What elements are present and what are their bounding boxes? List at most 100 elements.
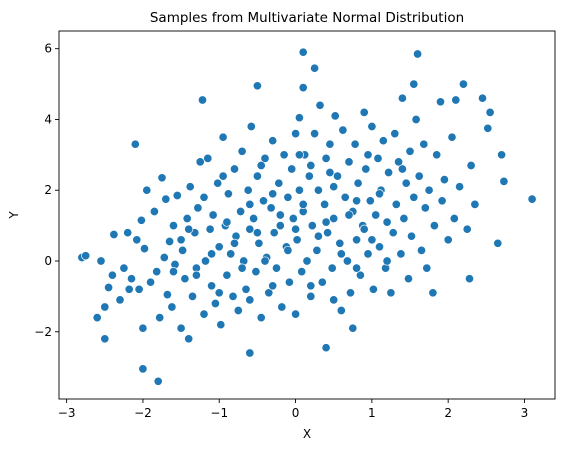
data-point	[306, 281, 316, 291]
data-point	[81, 251, 91, 261]
data-point	[403, 274, 414, 284]
y-axis-ticks: −2 0 2 4 6	[34, 42, 59, 339]
data-point	[361, 164, 371, 174]
data-point	[275, 221, 285, 231]
data-point	[153, 376, 163, 386]
data-point	[149, 206, 159, 217]
data-point	[306, 160, 316, 171]
data-point	[207, 249, 217, 259]
x-tick-label: −1	[210, 406, 228, 420]
data-point	[340, 192, 350, 202]
data-point	[367, 121, 377, 132]
data-point	[382, 217, 392, 227]
data-point	[382, 256, 392, 266]
data-point	[233, 305, 243, 316]
data-point	[107, 270, 117, 280]
data-point	[222, 217, 232, 227]
data-point	[458, 79, 468, 89]
data-point	[345, 288, 356, 298]
data-point	[304, 171, 314, 181]
data-point	[256, 160, 266, 171]
data-point	[428, 288, 438, 298]
data-point	[191, 270, 201, 280]
data-point	[464, 274, 475, 284]
y-tick-label: 2	[44, 183, 52, 197]
data-point	[352, 263, 362, 273]
data-point	[167, 302, 177, 312]
data-point	[222, 270, 232, 280]
data-point	[338, 125, 348, 135]
data-point	[207, 281, 217, 291]
data-point	[386, 288, 396, 298]
data-point	[371, 210, 381, 220]
data-point	[275, 210, 285, 220]
data-point	[396, 249, 406, 259]
data-point	[138, 323, 148, 333]
data-point	[109, 229, 119, 240]
data-point	[409, 79, 419, 89]
plot-frame	[58, 30, 556, 400]
data-point	[348, 323, 358, 333]
data-point	[152, 267, 162, 277]
data-point	[397, 164, 407, 174]
data-point	[422, 263, 432, 273]
data-point	[327, 263, 337, 273]
data-point	[313, 231, 323, 241]
data-point	[367, 235, 377, 245]
data-point	[493, 238, 503, 248]
data-point	[159, 252, 169, 263]
data-point	[451, 95, 461, 105]
x-tick-label: 0	[292, 406, 300, 420]
data-point	[416, 245, 427, 255]
data-point	[185, 182, 195, 192]
data-point	[178, 245, 188, 255]
data-point	[447, 132, 457, 142]
data-point	[197, 95, 208, 105]
data-point	[184, 224, 194, 234]
x-tick-label: −3	[58, 406, 76, 420]
x-tick-label: 3	[521, 406, 529, 420]
data-point	[378, 136, 388, 146]
data-point	[199, 192, 209, 202]
data-point	[223, 189, 233, 199]
data-point	[359, 224, 369, 234]
data-point	[329, 213, 339, 224]
data-point	[279, 150, 289, 160]
data-point	[124, 284, 134, 294]
data-point	[291, 129, 301, 139]
data-point	[254, 238, 264, 248]
data-point	[214, 242, 224, 252]
data-point	[353, 178, 363, 188]
data-point	[245, 348, 255, 358]
data-point	[277, 302, 287, 312]
data-point	[246, 121, 256, 132]
data-point	[298, 47, 308, 57]
data-point	[292, 235, 302, 245]
data-point	[216, 320, 226, 330]
data-point	[245, 224, 255, 234]
data-point	[477, 93, 488, 103]
data-point	[485, 107, 495, 117]
y-tick-label: 4	[44, 112, 52, 126]
data-point	[287, 164, 297, 174]
data-point	[237, 146, 247, 156]
data-point	[298, 83, 308, 93]
data-point	[283, 192, 293, 202]
data-point	[205, 224, 215, 234]
data-point	[390, 129, 400, 139]
y-tick-label: 0	[44, 254, 52, 268]
data-point	[180, 274, 190, 284]
data-point	[466, 160, 476, 171]
data-point	[126, 274, 137, 284]
data-point	[252, 81, 262, 91]
data-point	[119, 263, 129, 273]
data-point	[92, 313, 102, 323]
data-point	[165, 236, 175, 247]
data-point	[237, 263, 247, 273]
data-point	[210, 298, 220, 309]
data-point	[146, 277, 156, 287]
data-point	[406, 231, 417, 241]
data-point	[268, 136, 278, 146]
data-point	[388, 228, 398, 238]
